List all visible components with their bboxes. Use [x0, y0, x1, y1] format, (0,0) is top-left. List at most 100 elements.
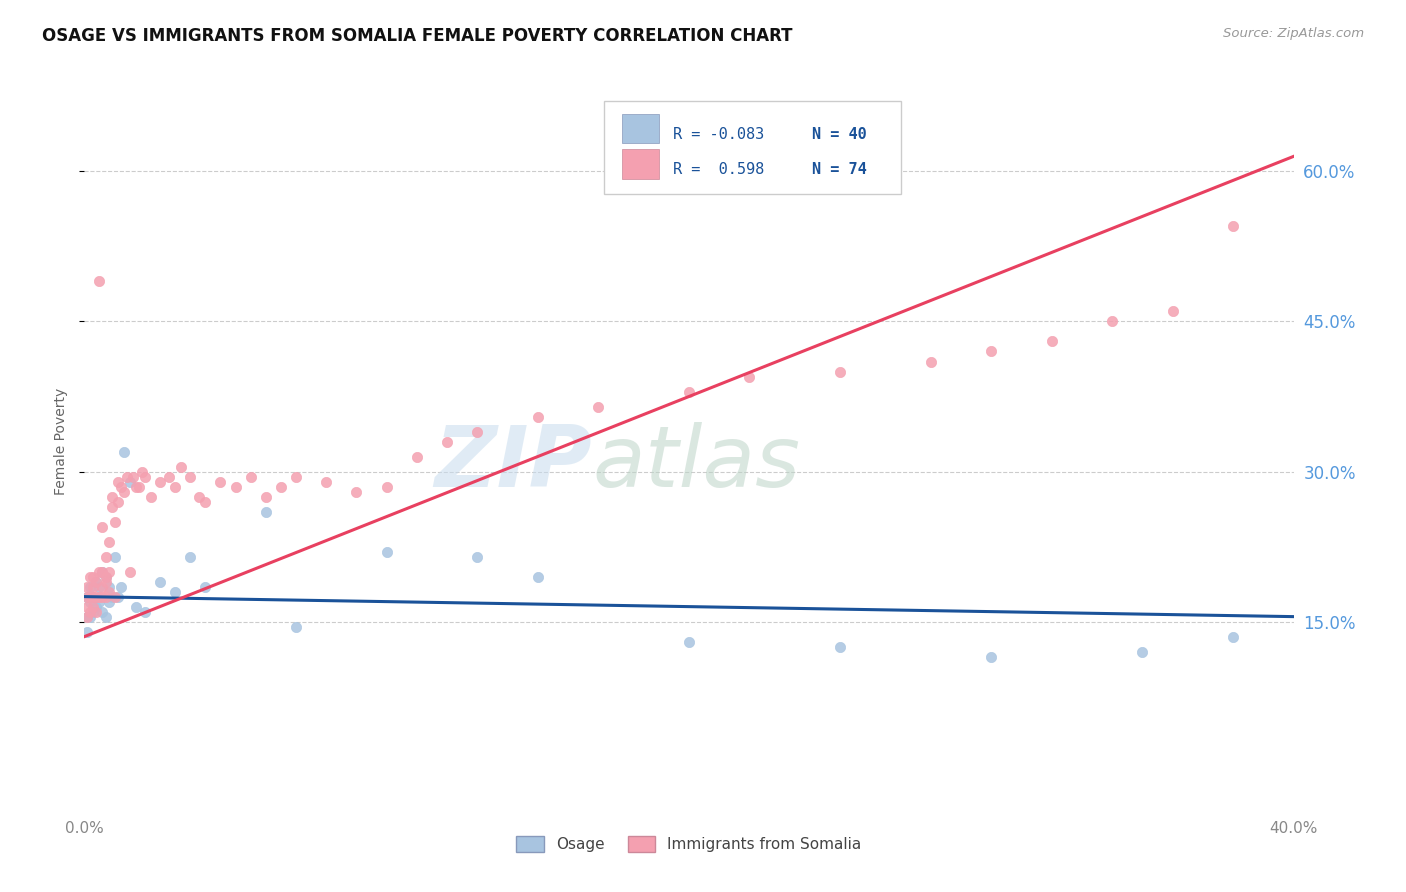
Point [406, 450, 429, 464]
Point [76, 609, 98, 624]
Point [1222, 630, 1244, 644]
Text: ZIP: ZIP [434, 422, 592, 505]
Point [89, 565, 111, 579]
Point [76, 599, 98, 614]
Text: Source: ZipAtlas.com: Source: ZipAtlas.com [1223, 27, 1364, 40]
Text: OSAGE VS IMMIGRANTS FROM SOMALIA FEMALE POVERTY CORRELATION CHART: OSAGE VS IMMIGRANTS FROM SOMALIA FEMALE … [42, 27, 793, 45]
Point [209, 475, 232, 489]
Point [346, 484, 368, 499]
Point [91, 565, 114, 579]
Point [170, 459, 193, 474]
Text: N = 40: N = 40 [813, 127, 868, 142]
Point [194, 580, 217, 594]
Point [118, 475, 141, 489]
Point [100, 490, 122, 504]
Point [107, 494, 129, 508]
Point [165, 584, 187, 599]
Point [254, 505, 277, 519]
Point [86, 574, 108, 589]
Point [125, 599, 148, 614]
Point [270, 479, 292, 493]
Point [179, 469, 201, 483]
Point [112, 444, 135, 458]
Point [121, 469, 143, 483]
Point [110, 479, 132, 493]
Point [97, 594, 120, 608]
Point [1040, 334, 1063, 349]
Point [134, 605, 156, 619]
Point [89, 275, 111, 289]
Point [131, 465, 153, 479]
Point [149, 574, 172, 589]
Point [100, 500, 122, 514]
Point [225, 479, 247, 493]
FancyBboxPatch shape [605, 101, 901, 194]
Point [830, 640, 852, 654]
Point [254, 490, 277, 504]
Point [1130, 645, 1153, 659]
Point [91, 605, 114, 619]
Point [285, 469, 308, 483]
Text: R =  0.598: R = 0.598 [673, 162, 765, 178]
Point [76, 609, 98, 624]
Point [91, 565, 114, 579]
Point [436, 434, 458, 449]
Point [188, 490, 211, 504]
Point [104, 515, 127, 529]
Point [134, 469, 156, 483]
Point [79, 609, 101, 624]
Point [527, 569, 550, 583]
Point [94, 574, 117, 589]
Point [91, 590, 114, 604]
Point [79, 590, 101, 604]
Point [91, 519, 114, 533]
Point [112, 484, 135, 499]
Point [86, 599, 108, 614]
Point [82, 605, 104, 619]
Point [118, 565, 141, 579]
Point [125, 479, 148, 493]
Point [107, 475, 129, 489]
Point [375, 479, 398, 493]
Point [315, 475, 337, 489]
Point [86, 605, 108, 619]
Point [149, 475, 172, 489]
Point [97, 580, 120, 594]
Point [76, 624, 98, 639]
Point [79, 605, 101, 619]
Point [97, 534, 120, 549]
Point [97, 584, 120, 599]
Point [1101, 314, 1123, 328]
Point [239, 469, 262, 483]
Text: N = 74: N = 74 [813, 162, 868, 178]
Point [678, 634, 700, 648]
Text: R = -0.083: R = -0.083 [673, 127, 765, 142]
Point [82, 590, 104, 604]
Legend: Osage, Immigrants from Somalia: Osage, Immigrants from Somalia [509, 829, 869, 860]
Point [104, 590, 127, 604]
Point [94, 569, 117, 583]
Point [89, 594, 111, 608]
Point [980, 649, 1002, 664]
Point [467, 549, 489, 564]
Point [94, 569, 117, 583]
Point [467, 425, 489, 439]
Bar [623, 149, 659, 178]
Point [104, 549, 127, 564]
Point [79, 580, 101, 594]
Point [128, 479, 150, 493]
Point [97, 565, 120, 579]
Point [1161, 304, 1184, 318]
Point [830, 364, 852, 378]
Point [920, 354, 942, 368]
Point [527, 409, 550, 424]
Point [91, 580, 114, 594]
Point [94, 590, 117, 604]
Point [375, 544, 398, 558]
Point [82, 590, 104, 604]
Point [89, 580, 111, 594]
Point [86, 574, 108, 589]
Text: atlas: atlas [592, 422, 800, 505]
Point [285, 620, 308, 634]
Point [115, 469, 138, 483]
